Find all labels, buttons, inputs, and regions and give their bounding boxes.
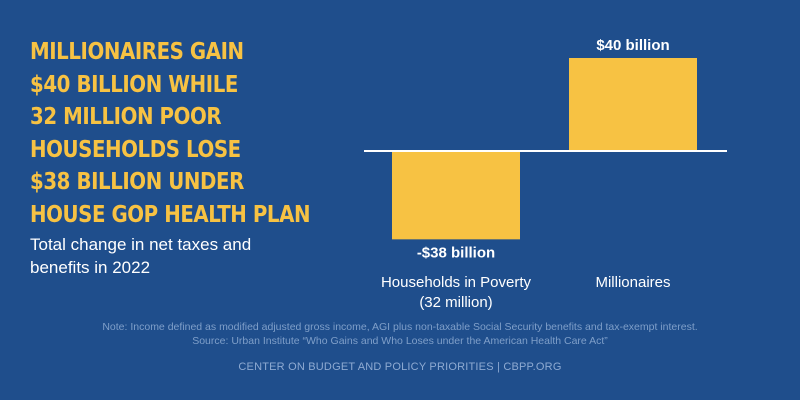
bar-millionaires <box>569 58 697 151</box>
headline-line: $38 BILLION UNDER <box>30 169 244 195</box>
data-label: -$38 billion <box>417 244 495 261</box>
data-label: $40 billion <box>596 37 669 54</box>
headline-line: 32 MILLION POOR <box>30 104 222 130</box>
bar-households-in-poverty <box>392 151 520 240</box>
headline-line: HOUSEHOLDS LOSE <box>30 136 241 163</box>
headline-line: MILLIONAIRES GAIN <box>30 39 244 65</box>
category-label: Millionaires <box>595 274 670 291</box>
footer-credit: CENTER ON BUDGET AND POLICY PRIORITIES |… <box>238 361 562 373</box>
headline: MILLIONAIRES GAIN $40 BILLION WHILE 32 M… <box>30 36 330 231</box>
category-label: Households in Poverty <box>381 274 532 291</box>
chart-subtitle: Total change in net taxes and benefits i… <box>30 235 252 277</box>
headline-line: HOUSE GOP HEALTH PLAN <box>30 201 311 228</box>
source-text: Source: Urban Institute “Who Gains and W… <box>192 335 608 347</box>
headline-line: $40 BILLION WHILE <box>30 71 238 98</box>
note-text: Note: Income defined as modified adjuste… <box>102 321 698 333</box>
category-label: (32 million) <box>419 294 492 311</box>
